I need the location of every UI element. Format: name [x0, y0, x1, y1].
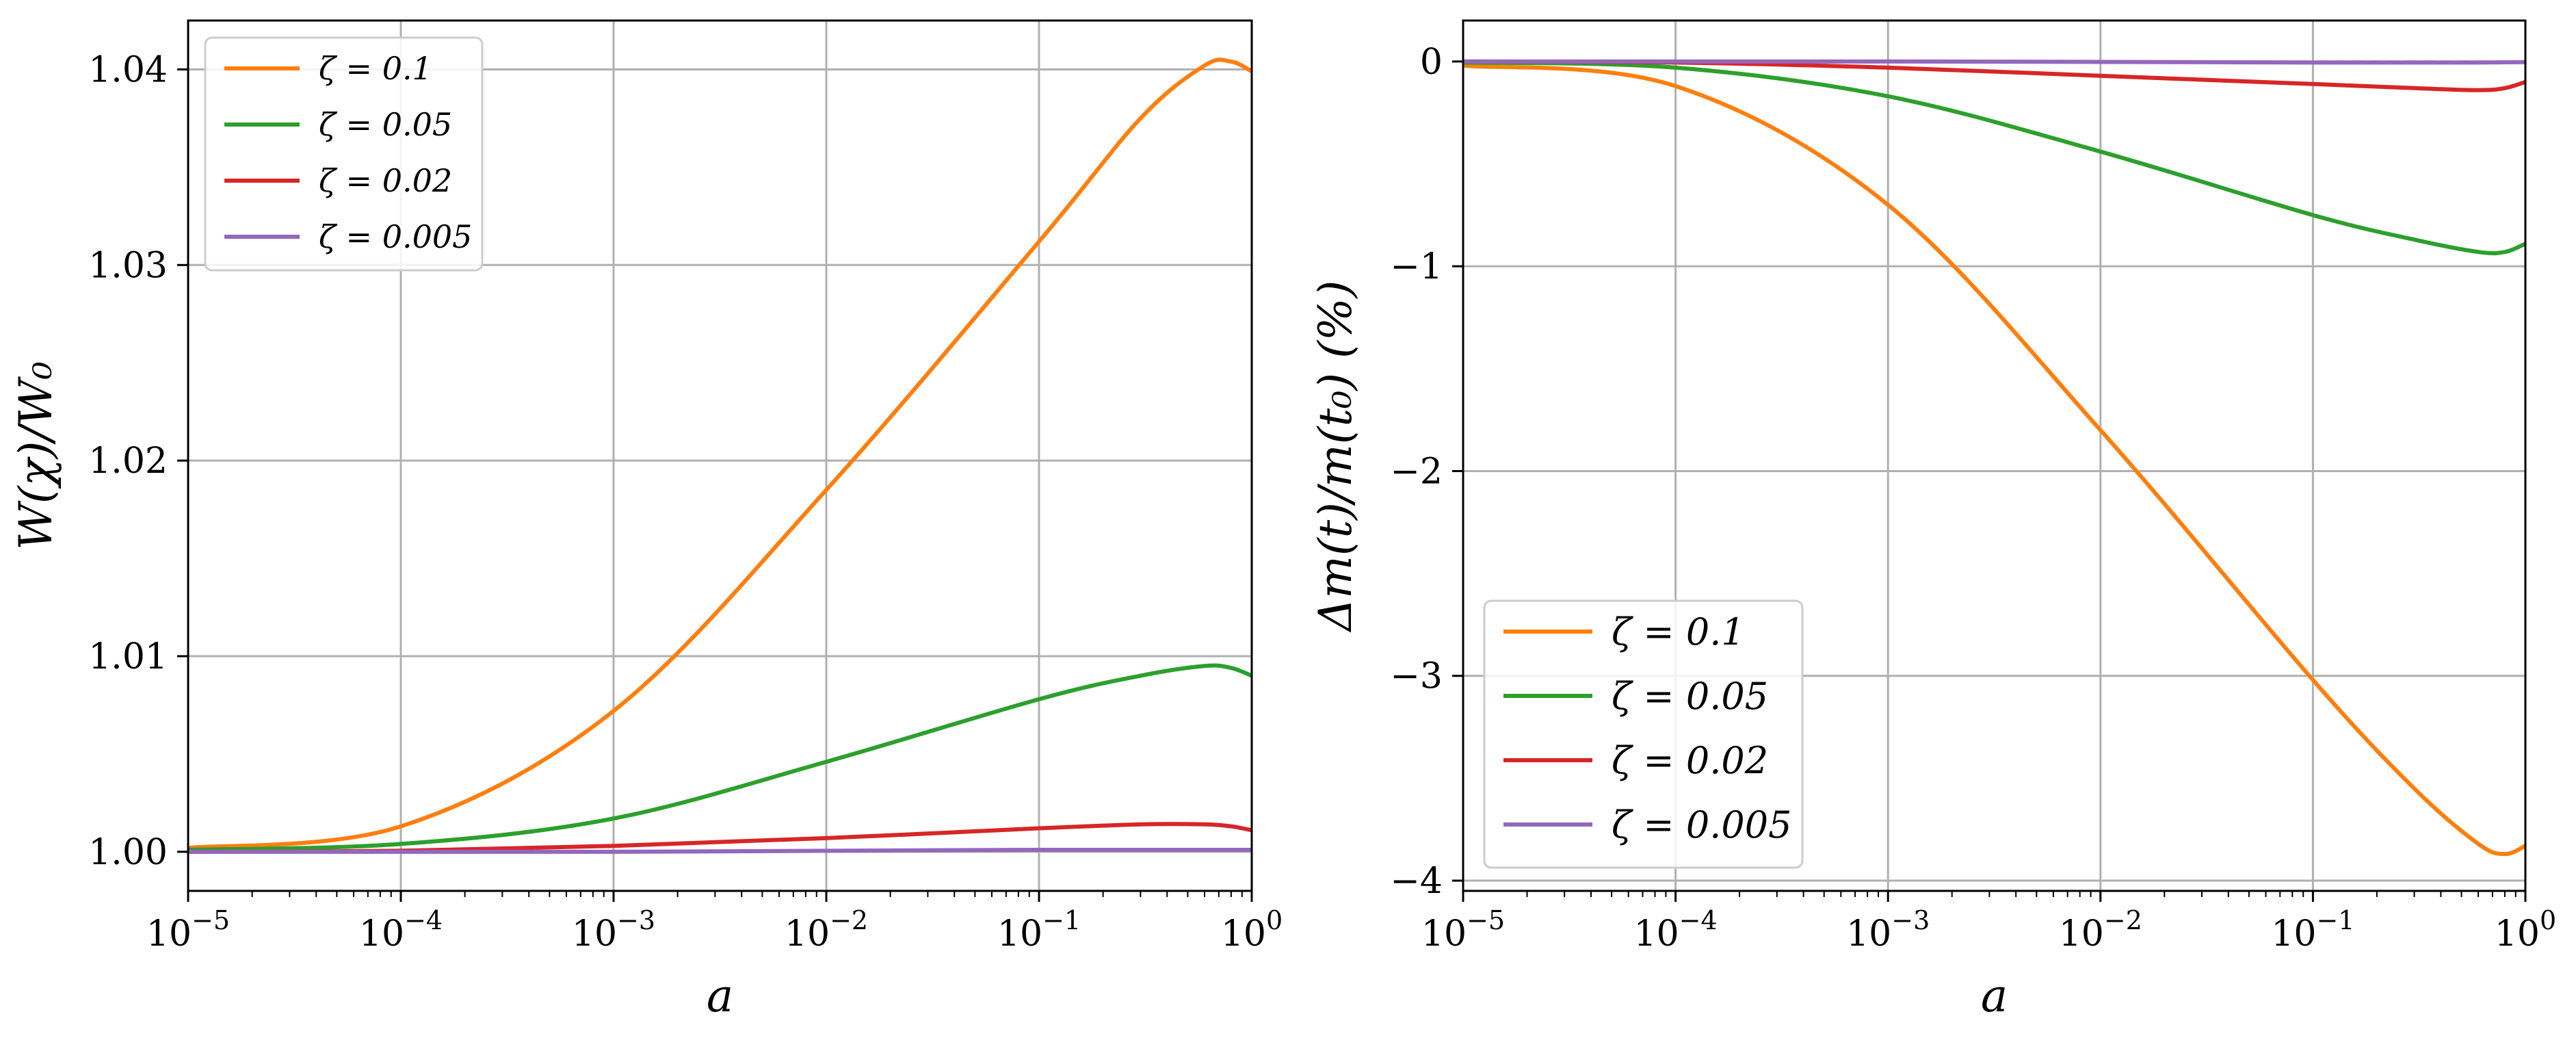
left-series-group — [188, 57, 1252, 854]
right-x-tick-label: 10−2 — [2059, 905, 2142, 955]
right-y-tick-label: −3 — [1390, 656, 1443, 697]
right-y-tick-label: −2 — [1390, 451, 1443, 492]
right-x-tick-label: 100 — [2495, 905, 2556, 955]
right-x-axis-label: a — [1981, 970, 2008, 1022]
right-series-group — [1463, 59, 2525, 857]
left-x-tick-label: 10−5 — [146, 905, 230, 955]
left-legend-box — [204, 36, 484, 272]
left-x-axis-label: a — [707, 970, 733, 1022]
right-y-tick-label: 0 — [1420, 42, 1443, 83]
left-y-tick-label: 1.00 — [88, 832, 168, 873]
left-series-line-3 — [188, 847, 1252, 854]
right-legend-label-0: ζ = 0.1 — [1612, 610, 1745, 653]
left-y-tick-label: 1.04 — [88, 49, 168, 90]
left-y-tick-label: 1.02 — [88, 441, 168, 482]
right-series-line-0 — [1463, 63, 2525, 857]
left-legend: ζ = 0.1 ζ = 0.05 ζ = 0.02 ζ = 0.005 — [204, 36, 484, 272]
left-legend-label-3: ζ = 0.005 — [319, 218, 472, 255]
right-legend: ζ = 0.1 ζ = 0.05 ζ = 0.02 ζ = 0.005 — [1483, 599, 1804, 869]
left-x-tick-label: 10−3 — [572, 905, 655, 955]
right-x-tick-label: 10−3 — [1846, 905, 1930, 955]
left-axes-frame — [187, 19, 1253, 892]
right-x-tick-label: 10−4 — [1633, 905, 1717, 955]
right-legend-label-2: ζ = 0.02 — [1612, 739, 1768, 782]
left-x-tick-label: 10−4 — [359, 905, 443, 955]
left-series-line-0 — [188, 57, 1252, 851]
left-y-tick-label: 1.03 — [88, 245, 168, 286]
left-legend-label-1: ζ = 0.05 — [319, 106, 452, 143]
right-chart-panel: 10−5 10−4 10−3 10−2 10−1 100 0 −1 −2 −3 −4 a Δm(t)/m… — [1309, 19, 2556, 1022]
left-y-axis-label: W(χ)/W₀ — [10, 361, 62, 550]
left-chart-panel: 10−5 10−4 10−3 10−2 10−1 100 1.00 1.01 1.02 1.03 1… — [10, 19, 1283, 1022]
left-x-tick-label: 10−1 — [997, 905, 1081, 955]
right-series-line-3 — [1463, 59, 2525, 65]
right-x-tick-label: 10−5 — [1421, 905, 1505, 955]
left-x-tick-label: 100 — [1221, 905, 1283, 955]
left-y-tick-label: 1.01 — [88, 636, 168, 677]
right-y-tick-label: −1 — [1390, 246, 1443, 287]
right-y-tick-label: −4 — [1390, 861, 1443, 902]
right-x-tick-label: 10−1 — [2271, 905, 2354, 955]
left-legend-label-2: ζ = 0.02 — [319, 162, 452, 199]
right-series-line-1 — [1463, 60, 2525, 256]
right-legend-label-1: ζ = 0.05 — [1612, 675, 1768, 718]
left-legend-label-0: ζ = 0.1 — [319, 50, 432, 87]
left-series-line-1 — [188, 663, 1252, 852]
right-y-axis-label: Δm(t)/m(t₀) (%) — [1309, 281, 1362, 634]
right-legend-box — [1483, 599, 1804, 869]
right-axes-frame — [1462, 19, 2527, 892]
right-legend-label-3: ζ = 0.005 — [1612, 803, 1791, 846]
left-x-tick-label: 10−2 — [785, 905, 868, 955]
